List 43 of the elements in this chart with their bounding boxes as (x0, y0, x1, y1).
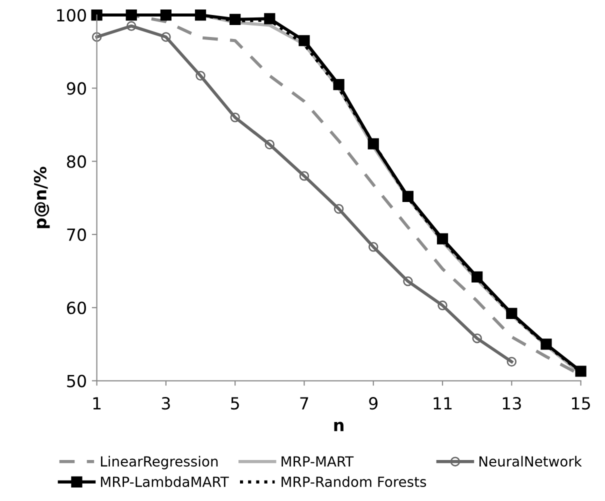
point (92, 32, 102, 42)
x-axis-title: n (334, 422, 344, 432)
point (436, 233, 448, 244)
point (196, 70, 206, 81)
y-tick-label: 90 (66, 82, 86, 95)
y-tick-label: 100 (57, 8, 86, 22)
point (438, 300, 448, 310)
legend-label: MRP-MART (282, 456, 354, 466)
y-axis-title: p@n/% (34, 166, 50, 228)
x-tick-label: 13 (502, 397, 521, 410)
point (472, 333, 482, 344)
point (368, 242, 378, 252)
x-tick-label: 5 (231, 397, 239, 410)
point (126, 9, 137, 21)
point (264, 140, 275, 150)
x-tick-label: 11 (434, 397, 452, 410)
legend-label: MRP-Random Forests (282, 476, 426, 488)
legend-label: LinearRegression (101, 456, 218, 470)
point (540, 338, 552, 350)
legend-label: NeuralNetwork (479, 456, 582, 467)
point (230, 112, 240, 122)
point (403, 276, 413, 286)
point (334, 204, 344, 214)
point (299, 171, 310, 181)
x-tick-label: 15 (572, 397, 590, 410)
point (506, 356, 517, 367)
x-tick-label: 1 (93, 397, 101, 410)
point (333, 78, 344, 90)
y-tick-label: 60 (67, 302, 86, 314)
point (91, 9, 102, 21)
point (230, 14, 241, 25)
y-tick-label: 70 (67, 228, 86, 242)
point (161, 32, 171, 42)
x-tick-label: 9 (369, 397, 378, 410)
x-tick-label: 7 (300, 397, 308, 410)
x-tick-label: 3 (162, 397, 170, 410)
point (264, 13, 276, 24)
point (126, 21, 136, 31)
y-tick-label: 80 (67, 155, 86, 168)
legend-label: MRP-LambdaMART (101, 476, 229, 488)
point (575, 366, 586, 377)
point (298, 35, 310, 46)
y-tick-label: 50 (67, 374, 86, 388)
